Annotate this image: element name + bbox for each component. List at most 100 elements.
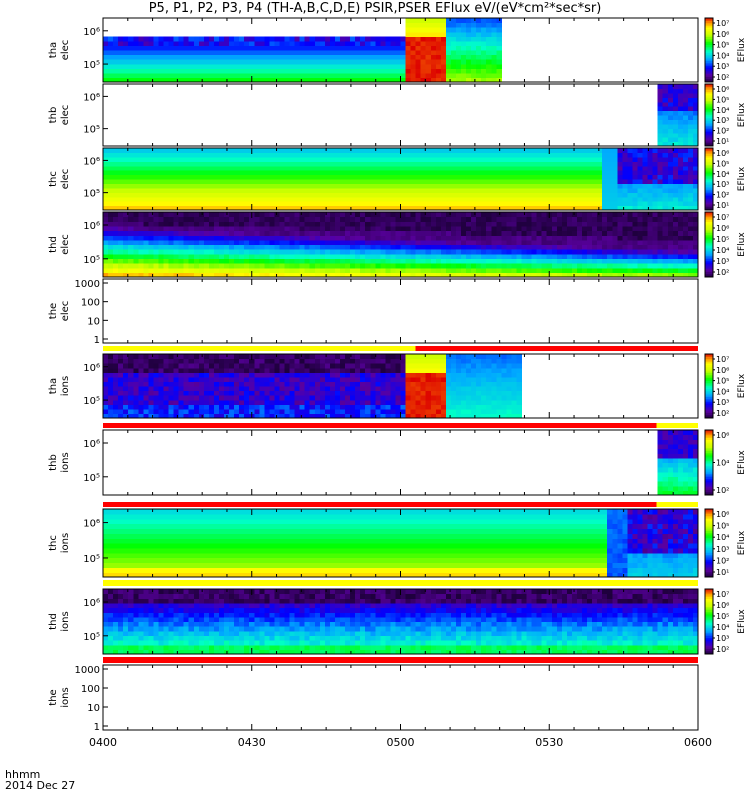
- spectrogram-cell: [365, 239, 371, 246]
- spectrogram-cell: [133, 225, 139, 232]
- spectrogram-cell: [647, 161, 654, 167]
- spectrogram-cell: [667, 272, 674, 278]
- spectrogram-cell: [642, 216, 649, 222]
- colorbar-cell: [705, 191, 713, 194]
- spectrogram-cell: [571, 174, 578, 180]
- spectrogram-cell: [103, 212, 109, 218]
- spectrogram-cell: [188, 152, 195, 158]
- spectrogram-cell: [158, 367, 165, 373]
- spectrogram-cell: [657, 216, 664, 222]
- spectrogram-cell: [410, 63, 417, 69]
- spectrogram-cell: [249, 258, 255, 264]
- colorbar-tick-label: 10⁶: [716, 224, 729, 233]
- spectrogram-cell: [652, 165, 659, 171]
- spectrogram-cell: [466, 205, 472, 211]
- spectrogram-cell: [355, 235, 361, 241]
- spectrogram-cell: [496, 31, 502, 37]
- spectrogram-cell: [314, 170, 321, 176]
- spectrogram-cell: [350, 54, 356, 60]
- spectrogram-cell: [582, 170, 588, 176]
- spectrogram-cell: [143, 399, 149, 405]
- spectrogram-cell: [345, 183, 351, 189]
- spectrogram-cell: [254, 50, 260, 56]
- spectrogram-cell: [642, 174, 649, 180]
- spectrogram-cell: [501, 148, 507, 154]
- spectrogram-cell: [430, 212, 437, 218]
- spectrogram-cell: [148, 187, 155, 193]
- spectrogram-cell: [350, 183, 356, 189]
- spectrogram-cell: [294, 244, 301, 250]
- spectrogram-cell: [556, 148, 563, 154]
- spectrogram-cell: [259, 77, 265, 83]
- spectrogram-cell: [380, 216, 386, 222]
- spectrogram-cell: [188, 161, 195, 167]
- colorbar-cell: [705, 259, 713, 262]
- spectrogram-cell: [602, 205, 608, 211]
- spectrogram-cell: [118, 165, 124, 171]
- spectrogram-cell: [224, 50, 230, 56]
- spectrogram-cell: [264, 179, 270, 185]
- spectrogram-cell: [208, 165, 215, 171]
- spectrogram-cell: [143, 187, 149, 193]
- spectrogram-cell: [450, 174, 457, 180]
- spectrogram-cell: [168, 354, 175, 360]
- spectrogram-cell: [203, 263, 210, 269]
- spectrogram-cell: [440, 179, 447, 185]
- spectrogram-cell: [521, 216, 528, 222]
- spectrogram-cell: [133, 221, 139, 227]
- spectrogram-cell: [178, 267, 185, 273]
- spectrogram-cell: [284, 258, 291, 264]
- colorbar-cell: [705, 53, 713, 56]
- spectrogram-cell: [511, 161, 518, 167]
- spectrogram-cell: [440, 40, 447, 47]
- colorbar-tick-label: 10⁶: [716, 149, 729, 158]
- spectrogram-cell: [269, 156, 276, 162]
- spectrogram-cell: [370, 40, 376, 47]
- spectrogram-cell: [430, 156, 437, 162]
- spectrogram-cell: [153, 196, 160, 202]
- spectrogram-cell: [390, 68, 397, 74]
- spectrogram-cell: [471, 235, 477, 241]
- spectrogram-thd-elec: [103, 212, 699, 278]
- spectrogram-cell: [350, 77, 356, 83]
- spectrogram-cell: [486, 249, 492, 255]
- spectrogram-cell: [178, 263, 185, 269]
- panel-frame-the-elec: [102, 278, 699, 344]
- spectrogram-cell: [269, 192, 276, 198]
- spectrogram-cell: [123, 413, 129, 419]
- spectrogram-cell: [420, 179, 427, 185]
- spectrogram-cell: [375, 68, 381, 74]
- spectrogram-cell: [380, 45, 386, 51]
- spectrogram-cell: [637, 156, 644, 162]
- spectrogram-cell: [249, 253, 255, 260]
- spectrogram-cell: [294, 267, 301, 273]
- spectrogram-cell: [339, 258, 346, 264]
- spectrogram-cell: [244, 183, 250, 189]
- spectrogram-cell: [476, 40, 482, 47]
- spectrogram-cell: [642, 253, 649, 260]
- spectrogram-cell: [118, 54, 124, 60]
- spectrogram-cell: [536, 267, 543, 273]
- spectrogram-cell: [113, 358, 119, 364]
- spectrogram-cell: [476, 36, 482, 42]
- spectrogram-cell: [309, 263, 316, 269]
- spectrogram-cell: [113, 161, 119, 167]
- spectrogram-cell: [461, 179, 467, 185]
- spectrogram-cell: [667, 258, 674, 264]
- spectrogram-cell: [632, 216, 639, 222]
- spectrogram-cell: [440, 72, 447, 79]
- spectrogram-cell: [385, 77, 392, 83]
- spectrogram-cell: [657, 244, 664, 250]
- spectrogram-cell: [264, 156, 270, 162]
- spectrogram-cell: [511, 201, 518, 207]
- spectrogram-cell: [415, 18, 422, 24]
- spectrogram-cell: [289, 216, 296, 222]
- colorbar-cell: [705, 61, 713, 64]
- spectrogram-cell: [163, 45, 170, 51]
- spectrogram-cell: [481, 179, 487, 185]
- spectrogram-cell: [551, 187, 558, 193]
- spectrogram-cell: [687, 225, 694, 232]
- colorbar-cell: [705, 91, 713, 94]
- colorbar-cell: [705, 59, 713, 62]
- spectrogram-cell: [355, 59, 361, 65]
